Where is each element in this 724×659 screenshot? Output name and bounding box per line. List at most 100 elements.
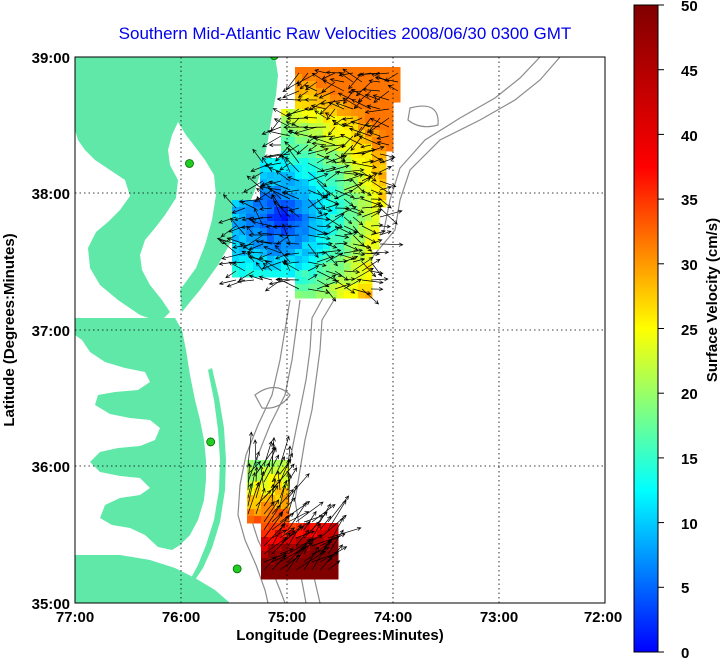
colorbar-tick: 5	[681, 580, 689, 597]
velocity-cell	[247, 509, 255, 517]
velocity-cell	[302, 200, 310, 208]
velocity-cell	[365, 67, 373, 75]
velocity-vector	[307, 147, 329, 155]
velocity-cell	[330, 291, 338, 299]
velocity-cell	[295, 102, 303, 110]
velocity-cell	[309, 74, 317, 82]
velocity-cell	[323, 263, 331, 271]
colorbar-tick: 20	[681, 386, 698, 403]
velocity-cell	[295, 270, 303, 278]
colorbar-tick: 45	[681, 63, 698, 80]
velocity-cell	[288, 165, 296, 173]
velocity-cell	[330, 81, 338, 89]
velocity-vector	[274, 244, 291, 263]
velocity-vector	[376, 135, 390, 140]
velocity-cell	[372, 228, 380, 236]
velocity-cell	[253, 228, 261, 236]
velocity-cell	[379, 74, 387, 82]
velocity-cell	[309, 193, 317, 201]
velocity-cell	[324, 551, 332, 559]
velocity-vector	[321, 72, 336, 80]
velocity-vector	[287, 147, 300, 164]
velocity-cell	[268, 488, 276, 496]
velocity-cell	[386, 109, 394, 117]
velocity-cell	[351, 74, 359, 82]
velocity-vector	[325, 154, 348, 164]
velocity-cell	[288, 221, 296, 229]
velocity-cell	[330, 228, 338, 236]
velocity-cell	[275, 558, 283, 566]
velocity-cell	[260, 235, 268, 243]
velocity-cell	[309, 165, 317, 173]
velocity-cell	[365, 200, 373, 208]
velocity-cell	[282, 481, 290, 489]
velocity-cell	[323, 221, 331, 229]
velocity-cell	[302, 256, 310, 264]
velocity-vector	[263, 153, 282, 159]
velocity-vector	[279, 479, 288, 499]
velocity-cell	[323, 123, 331, 131]
land-delmarva	[75, 57, 278, 322]
velocity-vector	[248, 216, 273, 222]
velocity-cell	[261, 467, 269, 475]
colorbar-tick: 50	[681, 0, 698, 15]
velocity-vector	[255, 239, 273, 245]
velocity-vector	[263, 501, 275, 515]
velocity-vector	[254, 466, 259, 483]
velocity-vector	[370, 239, 383, 245]
velocity-cell	[365, 228, 373, 236]
velocity-vector	[319, 546, 348, 563]
velocity-vector	[370, 189, 383, 195]
velocity-cell	[337, 291, 345, 299]
velocity-vector	[316, 255, 335, 263]
velocity-cell	[365, 221, 373, 229]
velocity-cell	[275, 509, 283, 517]
velocity-cell	[302, 130, 310, 138]
velocity-cell	[295, 214, 303, 222]
velocity-cell	[281, 109, 289, 117]
velocity-cell	[260, 270, 268, 278]
velocity-cell	[330, 102, 338, 110]
velocity-cell	[309, 158, 317, 166]
velocity-cell	[316, 193, 324, 201]
velocity-vector	[366, 104, 381, 110]
velocity-vector	[218, 261, 237, 266]
velocity-cell	[295, 193, 303, 201]
velocity-vector	[279, 483, 287, 507]
velocity-vector	[257, 231, 282, 236]
velocity-vector	[337, 92, 354, 101]
velocity-cell	[261, 523, 269, 531]
velocity-cell	[261, 502, 269, 510]
velocity-cell	[323, 67, 331, 75]
velocity-cell	[288, 270, 296, 278]
velocity-cell	[337, 207, 345, 215]
velocity-cell	[254, 509, 262, 517]
velocity-vector	[379, 207, 398, 225]
velocity-vector	[361, 288, 380, 305]
velocity-cell	[302, 186, 310, 194]
velocity-cell	[289, 558, 297, 566]
velocity-cell	[316, 256, 324, 264]
velocity-vector	[379, 198, 392, 209]
velocity-cell	[282, 474, 290, 482]
velocity-vector	[279, 162, 291, 171]
x-tick-label: 73:00	[480, 609, 518, 626]
velocity-cell	[323, 270, 331, 278]
velocity-vector	[303, 538, 314, 555]
velocity-vector	[351, 99, 372, 110]
velocity-cell	[267, 228, 275, 236]
velocity-vector	[263, 485, 279, 507]
velocity-cell	[323, 88, 331, 96]
velocity-vector	[303, 125, 327, 130]
velocity-cell	[274, 158, 282, 166]
velocity-cell	[254, 495, 262, 503]
velocity-cell	[316, 291, 324, 299]
velocity-cell	[365, 88, 373, 96]
velocity-vector	[368, 131, 381, 137]
velocity-cell	[282, 467, 290, 475]
velocity-vector	[327, 560, 341, 571]
velocity-cell	[337, 172, 345, 180]
velocity-vector	[304, 97, 318, 102]
velocity-vector	[316, 279, 330, 288]
